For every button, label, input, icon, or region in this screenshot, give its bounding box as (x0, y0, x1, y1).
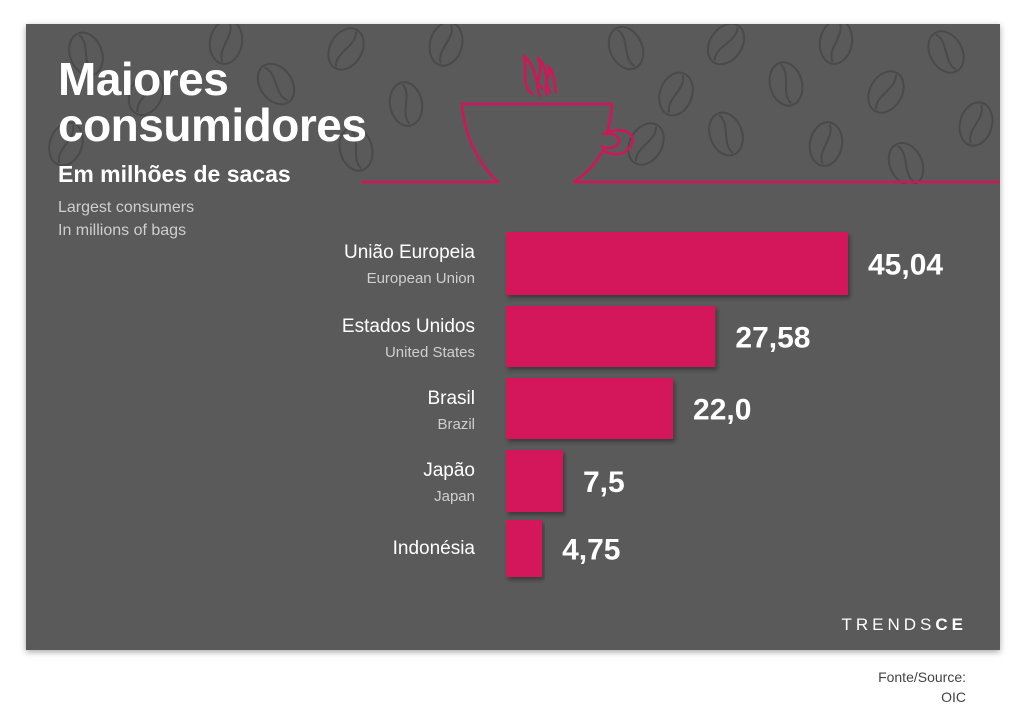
chart-card: Maiores consumidores Em milhões de sacas… (26, 24, 1000, 650)
coffee-bean-pattern (48, 24, 994, 184)
title-line-1: Maiores (58, 53, 229, 105)
category-label-1: União Europeia (344, 242, 475, 263)
category-label-2: Estados Unidos (342, 316, 475, 337)
data-label-2: 27,58 (735, 322, 810, 355)
category-label-4: Japão (423, 460, 475, 481)
category-label-3: Brasil (427, 388, 475, 409)
data-label-5: 4,75 (562, 534, 620, 567)
source-note: Fonte/Source: OIC (878, 667, 966, 707)
bar-3 (506, 378, 674, 439)
brand-suffix: CE (935, 615, 967, 634)
brand-prefix: TRENDS (841, 615, 936, 634)
bar-1 (506, 232, 848, 295)
category-label-en-1: European Union (367, 270, 475, 287)
source-label: Fonte/Source: (878, 669, 966, 685)
data-label-1: 45,04 (868, 249, 943, 282)
bar-5 (506, 520, 543, 577)
data-label-4: 7,5 (583, 466, 625, 499)
subtitle-en-line-1: Largest consumers (58, 199, 195, 216)
source-name: OIC (941, 689, 966, 705)
data-label-3: 22,0 (693, 394, 751, 427)
category-label-en-4: Japan (434, 488, 475, 505)
chart-subtitle-english: Largest consumers In millions of bags (58, 196, 194, 242)
bar-4 (506, 450, 563, 512)
category-label-en-3: Brazil (437, 416, 475, 433)
title-line-2: consumidores (58, 99, 367, 151)
chart-title: Maiores consumidores (58, 53, 367, 151)
chart-subtitle: Em milhões de sacas (58, 161, 291, 187)
bar-chart: 45,04 União Europeia European Union 27,58 Es… (342, 232, 943, 577)
bar-2 (506, 306, 716, 367)
brand-logo: TRENDSCE (841, 615, 967, 635)
category-label-5: Indonésia (393, 538, 476, 559)
category-label-en-2: United States (385, 344, 475, 361)
subtitle-en-line-2: In millions of bags (58, 222, 187, 239)
coffee-cup-icon (360, 54, 1000, 184)
